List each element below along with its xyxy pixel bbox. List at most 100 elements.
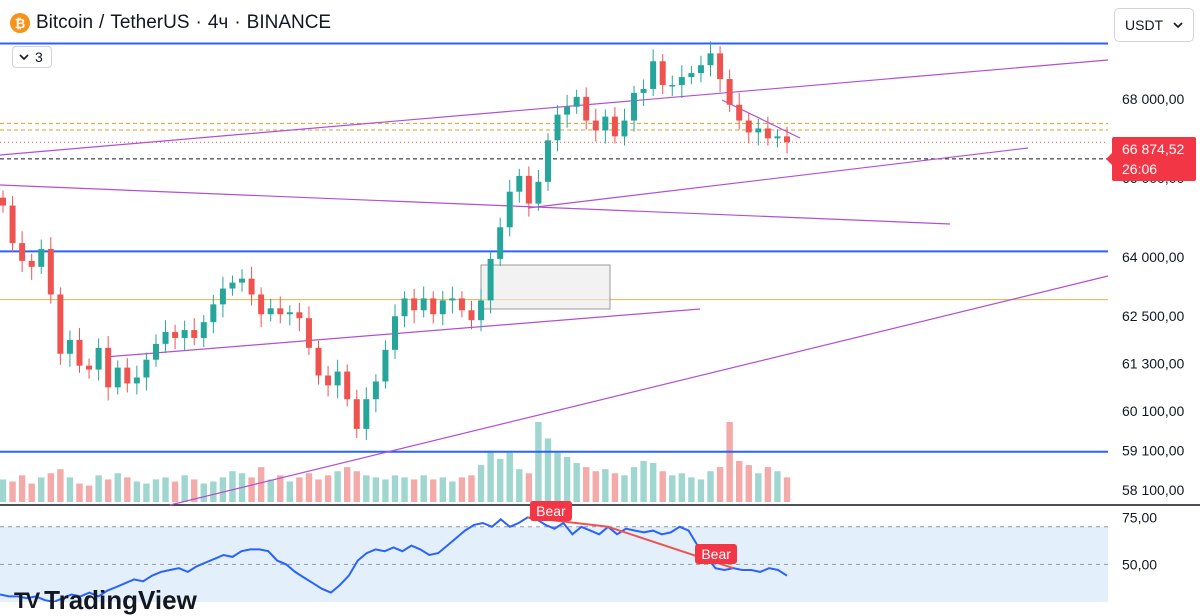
- volume-bar: [735, 460, 743, 502]
- volume-bar: [152, 479, 160, 502]
- currency-value: USDT: [1125, 17, 1164, 33]
- candle-body: [497, 227, 504, 259]
- volume-bar: [449, 481, 456, 502]
- candle-body: [124, 367, 131, 384]
- trendline: [104, 308, 701, 358]
- candle-body: [640, 88, 647, 93]
- rectangle-zone: [480, 264, 611, 310]
- candle-body: [258, 294, 265, 315]
- volume-bar: [420, 475, 427, 502]
- volume-bar: [563, 456, 571, 502]
- rsi-tick-label: 50,00: [1122, 556, 1157, 572]
- volume-bar: [487, 450, 494, 502]
- candle-body: [487, 258, 494, 301]
- price-tick-label: 61 300,00: [1122, 356, 1184, 372]
- volume-bar: [363, 475, 370, 502]
- volume-bar: [124, 477, 131, 502]
- price-tick-label: 68 000,00: [1122, 91, 1184, 107]
- candle-body: [181, 330, 188, 338]
- currency-selector[interactable]: USDT: [1114, 8, 1194, 42]
- volume-bar: [95, 475, 102, 502]
- candle-body: [382, 349, 389, 382]
- candle-body: [296, 312, 303, 319]
- candle-body: [66, 339, 73, 354]
- candle-body: [535, 181, 542, 204]
- chevron-down-icon: [19, 54, 29, 61]
- candle-body: [210, 304, 217, 323]
- candle-body: [305, 318, 312, 348]
- volume-bar: [219, 477, 227, 502]
- candle-body: [133, 377, 140, 384]
- trendline: [527, 147, 1029, 209]
- candle-body: [315, 347, 322, 376]
- candle-body: [564, 106, 571, 115]
- candle-body: [95, 347, 102, 370]
- indicators-toggle-button[interactable]: 3: [12, 46, 52, 68]
- price-tick-label: 62 500,00: [1122, 308, 1184, 324]
- candle-body: [659, 61, 666, 85]
- volume-bar: [391, 475, 399, 502]
- volume-bar: [305, 473, 313, 502]
- candle-body: [57, 294, 64, 354]
- symbol-header[interactable]: ₿ Bitcoin / TetherUS · 4ч · BINANCE: [10, 12, 331, 34]
- volume-bar: [353, 471, 360, 502]
- candle-body: [162, 332, 169, 344]
- volume-bar: [506, 452, 513, 502]
- volume-bar: [764, 467, 772, 502]
- volume-bar: [372, 477, 380, 502]
- bar-countdown: 26:06: [1122, 161, 1158, 177]
- candle-body: [449, 298, 456, 301]
- candle-body: [191, 330, 198, 338]
- volume-bar: [0, 479, 7, 502]
- last-price-label: 66 874,52 26:06: [1106, 137, 1196, 181]
- symbol-separator: /: [99, 12, 105, 33]
- volume-bar: [649, 463, 657, 502]
- chevron-down-icon: [1173, 22, 1183, 29]
- volume-bar: [688, 477, 695, 502]
- candle-body: [583, 96, 590, 121]
- bitcoin-icon: ₿: [10, 13, 30, 33]
- candle-body: [602, 116, 609, 131]
- volume-bar: [640, 460, 647, 502]
- volume-bar: [162, 477, 169, 502]
- volume-bar: [602, 469, 609, 502]
- candle-body: [468, 310, 475, 321]
- candle-body: [372, 381, 379, 400]
- volume-bar: [573, 463, 580, 502]
- volume-bar: [143, 483, 150, 502]
- candle-body: [688, 73, 695, 78]
- interval-label[interactable]: 4ч: [207, 12, 229, 33]
- volume-bar: [267, 479, 274, 502]
- watermark-text: TradingView: [44, 585, 197, 615]
- volume-bar: [229, 471, 236, 502]
- candle-body: [420, 298, 427, 311]
- candle-body: [248, 278, 255, 295]
- volume-bar: [257, 467, 265, 502]
- candle-body: [286, 312, 293, 315]
- candle-body: [363, 399, 370, 429]
- volume-bar: [133, 481, 141, 502]
- candle-body: [621, 120, 628, 137]
- volume-bar: [66, 477, 74, 502]
- volume-bar: [286, 481, 294, 502]
- volume-bar: [315, 479, 322, 502]
- trendline: [169, 275, 1109, 506]
- volume-bar: [114, 473, 121, 502]
- volume-bar: [669, 475, 676, 502]
- volume-bar: [592, 471, 599, 502]
- volume-bar: [277, 475, 284, 502]
- candle-body: [631, 92, 638, 121]
- volume-bar: [47, 473, 55, 502]
- volume-bar: [535, 422, 542, 502]
- price-tick-label: 60 100,00: [1122, 403, 1184, 419]
- candle-body: [554, 114, 561, 141]
- volume-bar: [439, 477, 447, 502]
- volume-bar: [678, 473, 686, 502]
- candle-body: [516, 175, 523, 192]
- header-dot: ·: [234, 12, 241, 33]
- volume-bar: [745, 465, 752, 502]
- candle-body: [525, 175, 532, 204]
- candle-body: [277, 308, 284, 315]
- candle-body: [611, 116, 618, 137]
